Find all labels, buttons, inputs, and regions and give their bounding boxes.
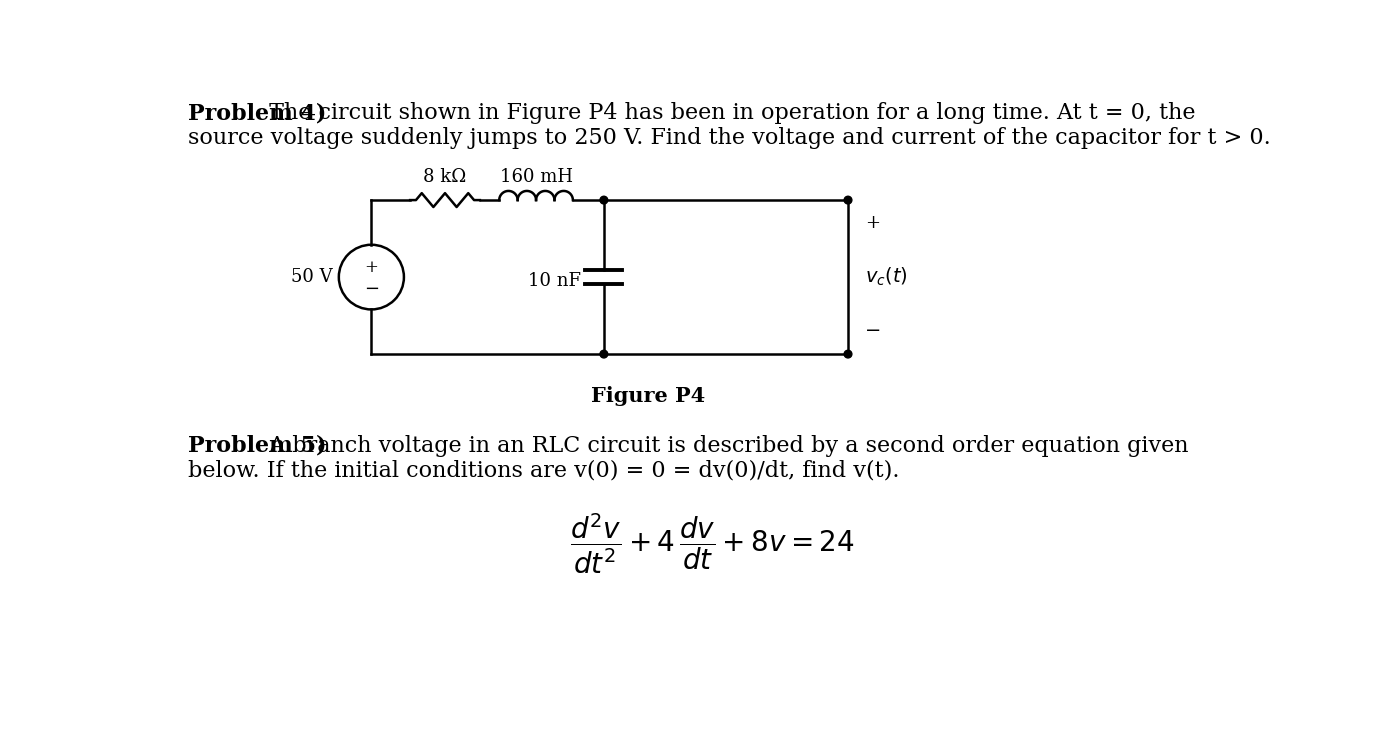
Text: $\dfrac{d^2v}{dt^2} + 4\,\dfrac{dv}{dt} + 8v = 24$: $\dfrac{d^2v}{dt^2} + 4\,\dfrac{dv}{dt} … [570, 512, 855, 576]
Text: −: − [865, 322, 881, 340]
Circle shape [844, 196, 852, 204]
Text: +: + [865, 214, 880, 232]
Text: The circuit shown in Figure P4 has been in operation for a long time. At t = 0, : The circuit shown in Figure P4 has been … [263, 102, 1195, 125]
Circle shape [844, 350, 852, 358]
Text: 10 nF: 10 nF [528, 272, 581, 290]
Text: 160 mH: 160 mH [499, 168, 573, 186]
Text: 8 kΩ: 8 kΩ [424, 168, 467, 186]
Circle shape [600, 350, 607, 358]
Text: $v_c(t)$: $v_c(t)$ [865, 266, 908, 288]
Text: A branch voltage in an RLC circuit is described by a second order equation given: A branch voltage in an RLC circuit is de… [263, 435, 1188, 457]
Text: 50 V: 50 V [291, 268, 332, 286]
Circle shape [600, 196, 607, 204]
Text: Figure P4: Figure P4 [591, 386, 706, 406]
Text: Problem 4): Problem 4) [188, 102, 327, 125]
Text: below. If the initial conditions are v(0) = 0 = dv(0)/dt, find v(t).: below. If the initial conditions are v(0… [188, 460, 899, 481]
Text: Problem 5): Problem 5) [188, 435, 327, 457]
Text: −: − [364, 279, 379, 298]
Text: +: + [364, 259, 378, 276]
Text: source voltage suddenly jumps to 250 V. Find the voltage and current of the capa: source voltage suddenly jumps to 250 V. … [188, 127, 1270, 149]
